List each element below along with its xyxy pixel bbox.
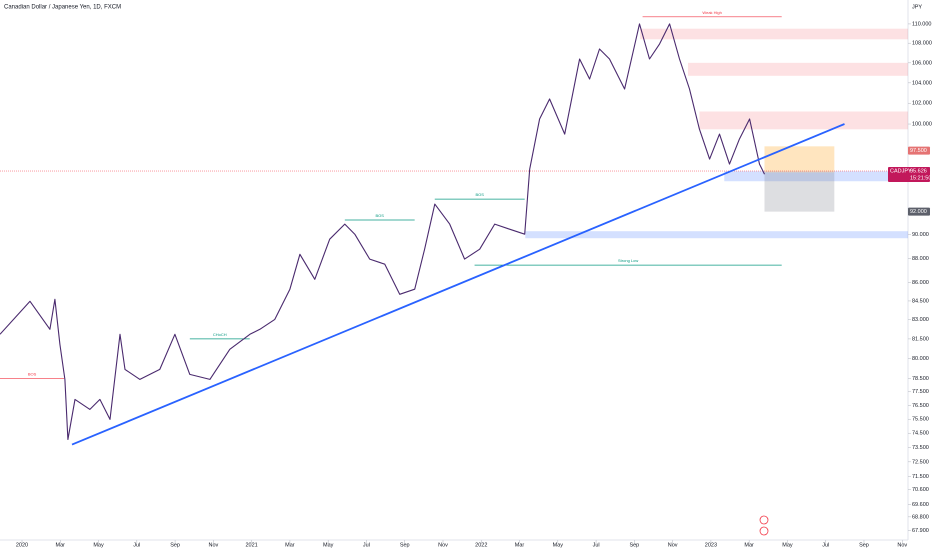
x-tick-label: Jul — [822, 542, 829, 548]
x-tick-label: May — [553, 542, 564, 548]
zone — [640, 28, 908, 40]
x-tick-label: Mar — [744, 542, 754, 548]
x-tick-label: Mar — [56, 542, 66, 548]
trendline — [71, 123, 845, 446]
x-tick-label: Nov — [668, 542, 678, 548]
x-tick-label: Sep — [170, 542, 180, 548]
x-tick-label: 2021 — [246, 542, 258, 548]
y-axis-label: JPY — [912, 4, 922, 10]
y-tick-label: 70.600 — [912, 487, 929, 493]
x-tick-label: Sep — [629, 542, 639, 548]
y-tick-label: 68.800 — [912, 514, 929, 520]
x-tick-label: Jul — [593, 542, 600, 548]
price-line — [0, 23, 765, 441]
price-tag-label: 92.000 — [910, 209, 927, 215]
x-tick-label: May — [782, 542, 793, 548]
y-tick-label: 78.500 — [912, 376, 929, 382]
y-tick-label: 69.600 — [912, 502, 929, 508]
y-tick-label: 71.500 — [912, 474, 929, 480]
x-tick-label: Sep — [400, 542, 410, 548]
y-tick-label: 86.000 — [912, 280, 929, 286]
structure-label: BOS — [476, 192, 485, 197]
y-tick-label: 88.000 — [912, 256, 929, 262]
event-icon[interactable] — [759, 515, 769, 525]
price-tag — [908, 146, 930, 155]
zone — [724, 171, 908, 182]
x-tick-label: 2022 — [475, 542, 487, 548]
x-tick-label: Jul — [363, 542, 370, 548]
x-tick-label: 2020 — [16, 542, 28, 548]
current-tag-countdown: 15:21:50 — [910, 175, 931, 181]
current-tag-symbol: CADJPY — [890, 168, 912, 174]
y-tick-label: 100.000 — [912, 121, 932, 127]
structure-label: BOS — [376, 213, 385, 218]
x-tick-label: Sep — [859, 542, 869, 548]
y-tick-label: 67.900 — [912, 528, 929, 534]
zone — [699, 111, 908, 130]
structure-label: CHoCH — [213, 332, 227, 337]
zone — [764, 146, 835, 173]
x-tick-label: Jul — [133, 542, 140, 548]
y-tick-label: 76.500 — [912, 403, 929, 409]
x-tick-label: Nov — [208, 542, 218, 548]
y-tick-label: 104.000 — [912, 80, 932, 86]
y-tick-label: 72.500 — [912, 459, 929, 465]
x-tick-label: Nov — [438, 542, 448, 548]
x-tick-label: May — [323, 542, 334, 548]
structure-label: Strong Low — [618, 258, 638, 263]
y-tick-label: 102.000 — [912, 101, 932, 107]
y-tick-label: 81.500 — [912, 336, 929, 342]
event-icon[interactable] — [759, 526, 769, 536]
y-tick-label: 75.500 — [912, 417, 929, 423]
current-tag-label: 95.626 — [910, 168, 927, 174]
y-tick-label: 84.500 — [912, 298, 929, 304]
price-tag-label: 97.500 — [910, 148, 927, 154]
y-tick-label: 90.000 — [912, 232, 929, 238]
y-tick-label: 74.500 — [912, 431, 929, 437]
x-tick-label: Nov — [897, 542, 907, 548]
y-tick-label: 80.000 — [912, 356, 929, 362]
x-tick-label: 2023 — [705, 542, 717, 548]
current-tag — [888, 167, 930, 183]
price-tag — [908, 207, 930, 216]
y-tick-label: 73.500 — [912, 445, 929, 451]
chart-title: Canadian Dollar / Japanese Yen, 1D, FXCM — [4, 5, 121, 11]
structure-label: Weak High — [702, 10, 722, 15]
zone — [764, 172, 835, 212]
y-tick-label: 83.000 — [912, 317, 929, 323]
x-tick-label: Mar — [515, 542, 525, 548]
x-tick-label: May — [93, 542, 104, 548]
zone — [687, 62, 908, 76]
y-tick-label: 77.500 — [912, 389, 929, 395]
structure-label: BOS — [28, 371, 37, 376]
y-tick-label: 110.000 — [912, 21, 931, 27]
zone — [525, 231, 908, 239]
y-tick-label: 108.000 — [912, 41, 932, 47]
y-tick-label: 106.000 — [912, 60, 932, 66]
x-tick-label: Mar — [285, 542, 295, 548]
